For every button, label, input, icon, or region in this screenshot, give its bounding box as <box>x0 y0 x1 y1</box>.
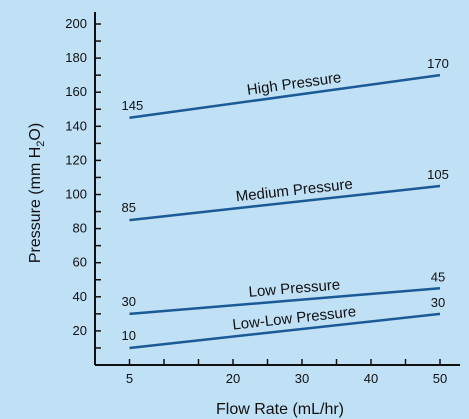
y-tick-label: 20 <box>73 323 87 338</box>
y-axis-title-suffix: O) <box>27 123 44 141</box>
data-label-end-medium-pressure: 105 <box>427 167 449 182</box>
data-label-end-low-low-pressure: 30 <box>431 295 445 310</box>
y-tick-label: 200 <box>65 16 87 31</box>
y-tick-label: 180 <box>65 50 87 65</box>
y-axis-title-prefix: Pressure (mm H <box>27 147 44 263</box>
y-tick-label: 80 <box>73 221 87 236</box>
series-line-low-pressure <box>129 287 441 316</box>
data-label-start-low-low-pressure: 10 <box>122 328 136 343</box>
y-tick-label: 60 <box>73 255 87 270</box>
series-line-medium-pressure <box>129 184 441 222</box>
data-label-start-low-pressure: 30 <box>122 294 136 309</box>
y-tick-label: 100 <box>65 187 87 202</box>
data-label-end-low-pressure: 45 <box>431 269 445 284</box>
series-line-high-pressure <box>129 73 441 120</box>
x-tick-label: 40 <box>364 371 378 386</box>
y-tick-label: 120 <box>65 152 87 167</box>
data-label-start-high-pressure: 145 <box>122 98 144 113</box>
axes <box>94 12 460 366</box>
y-tick-label: 160 <box>65 84 87 99</box>
y-axis-title: Pressure (mm H2O) <box>27 123 47 263</box>
y-tick-label: 40 <box>73 289 87 304</box>
data-label-start-medium-pressure: 85 <box>122 200 136 215</box>
x-tick-label: 20 <box>226 371 240 386</box>
x-tick-label: 30 <box>295 371 309 386</box>
series-line-low-low-pressure <box>129 312 441 350</box>
data-label-end-high-pressure: 170 <box>427 56 449 71</box>
x-axis-title: Flow Rate (mL/hr) <box>216 401 344 418</box>
x-tick-label: 5 <box>126 371 133 386</box>
x-tick-label: 50 <box>433 371 447 386</box>
y-axis-title-subscript: 2 <box>35 141 47 147</box>
y-tick-label: 140 <box>65 118 87 133</box>
tick-marks: 20 40 60 80 100 120 140 160 180 200 5 20 30 40 50 <box>65 16 447 386</box>
